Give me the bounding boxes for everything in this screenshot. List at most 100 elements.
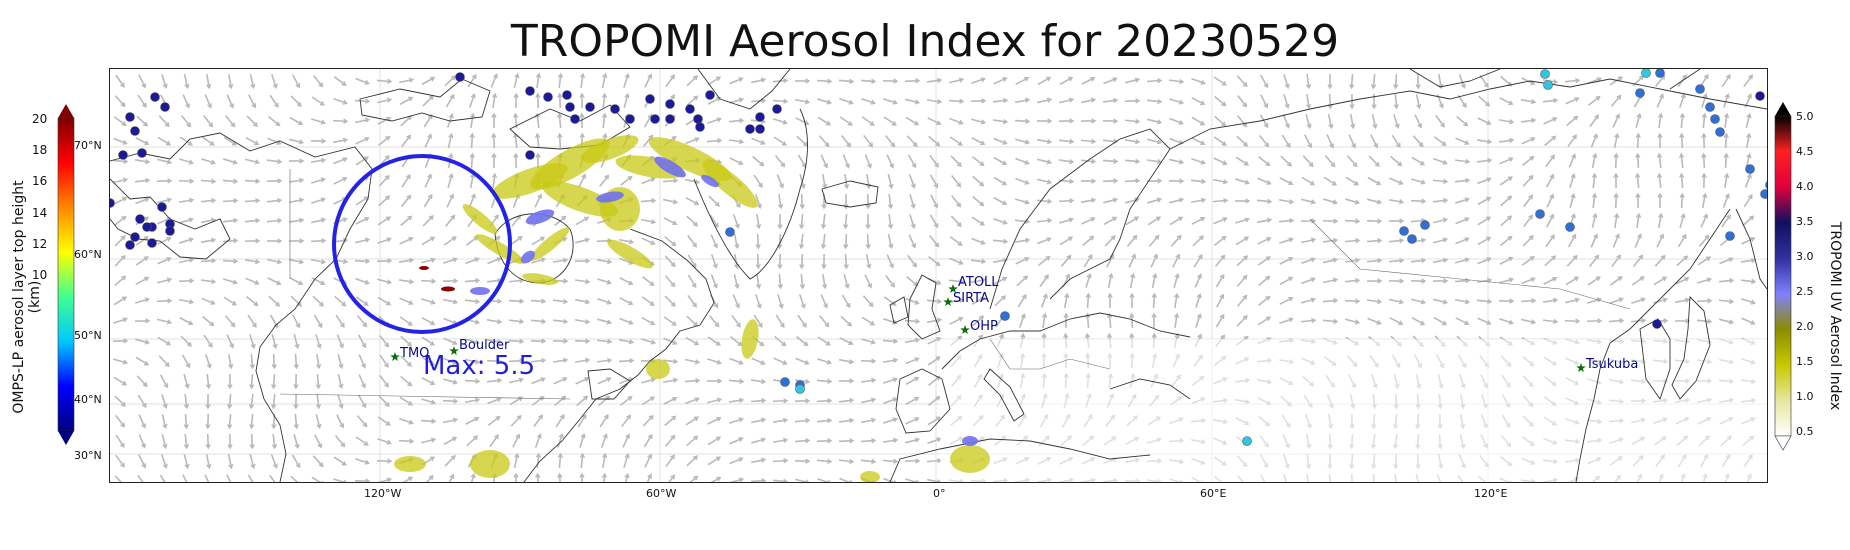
wind-arrow xyxy=(489,434,499,448)
wind-arrow xyxy=(1063,292,1070,309)
aerosol-plume-region xyxy=(581,135,639,163)
wind-arrow xyxy=(487,397,502,405)
wind-arrow xyxy=(290,295,302,307)
wind-arrow xyxy=(1018,313,1026,328)
wind-arrow xyxy=(422,214,434,227)
wind-arrow xyxy=(1278,217,1295,224)
wind-arrow xyxy=(731,314,741,328)
wind-arrow xyxy=(1718,298,1735,305)
wind-arrow xyxy=(1542,318,1559,325)
wind-arrow xyxy=(401,173,411,188)
aerosol-plume-core xyxy=(596,191,624,203)
wind-arrow xyxy=(685,196,700,206)
wind-arrow xyxy=(358,374,367,389)
wind-arrow xyxy=(336,334,344,349)
wind-arrow xyxy=(685,336,700,346)
wind-arrow xyxy=(684,378,701,384)
wind-arrow xyxy=(1653,297,1669,304)
lon-label-60e: 60°E xyxy=(1200,487,1227,500)
wind-arrow xyxy=(223,158,238,165)
wind-arrow xyxy=(1344,298,1361,304)
wind-arrow xyxy=(971,156,985,167)
wind-arrow xyxy=(1015,177,1030,185)
wind-arrow xyxy=(618,338,635,345)
wind-arrow xyxy=(156,178,173,184)
wind-arrow xyxy=(1036,178,1053,185)
colorbar-bottom-arrow xyxy=(58,431,74,445)
wind-arrow xyxy=(1370,73,1377,90)
wind-arrow xyxy=(817,116,832,126)
wind-arrow xyxy=(1146,178,1163,184)
wind-arrow xyxy=(222,178,239,184)
wind-arrow xyxy=(1236,255,1249,267)
wind-arrow xyxy=(398,438,415,444)
wind-arrow xyxy=(1060,254,1072,267)
aerosol-plume-region xyxy=(741,319,759,359)
wind-arrow xyxy=(579,433,586,448)
height-colorbar-tick: 12 xyxy=(32,236,48,251)
wind-arrow xyxy=(1235,156,1250,166)
wind-arrow xyxy=(333,478,347,482)
wind-arrow xyxy=(1323,198,1339,205)
omps-point xyxy=(610,104,620,114)
wind-arrow xyxy=(228,73,234,90)
omps-point xyxy=(1407,234,1417,244)
wind-arrow xyxy=(1701,192,1708,209)
wind-arrow xyxy=(1016,275,1029,287)
omps-point xyxy=(772,104,782,114)
omps-point xyxy=(525,86,535,96)
omps-point xyxy=(650,114,660,124)
station-label: SIRTA xyxy=(953,291,989,306)
wind-arrow xyxy=(618,238,635,245)
wind-arrow xyxy=(112,338,129,344)
wind-arrow xyxy=(1322,237,1339,244)
omps-point xyxy=(1652,319,1662,329)
omps-point xyxy=(1765,181,1767,189)
coastline-black-sea xyxy=(1109,378,1191,400)
wind-arrow xyxy=(601,472,608,482)
wind-arrow xyxy=(862,295,874,308)
wind-arrow xyxy=(376,97,393,104)
aerosol-index-colorbar-tick: 1.0 xyxy=(1796,390,1814,403)
wind-arrow xyxy=(751,137,766,145)
wind-arrow xyxy=(816,417,833,424)
wind-arrow xyxy=(354,98,371,104)
wind-arrow xyxy=(376,78,393,84)
wind-arrow xyxy=(972,175,985,187)
wind-arrow xyxy=(993,197,1008,206)
wind-arrow xyxy=(1635,152,1641,169)
wind-arrow xyxy=(183,433,190,450)
wind-arrow xyxy=(668,474,676,482)
wind-arrow xyxy=(949,77,965,84)
wind-arrow xyxy=(113,358,129,365)
wind-arrow xyxy=(926,457,943,464)
omps-point xyxy=(685,104,695,114)
wind-arrow xyxy=(1697,277,1713,284)
wind-arrow xyxy=(135,137,150,146)
wind-arrow xyxy=(469,172,476,189)
wind-arrow xyxy=(904,78,921,84)
wind-arrow xyxy=(663,217,678,226)
wind-arrow xyxy=(490,73,498,88)
wind-arrow xyxy=(1414,114,1423,129)
wind-arrow xyxy=(312,455,324,468)
wind-arrow xyxy=(245,136,260,146)
wind-arrow xyxy=(864,154,872,169)
wind-arrow xyxy=(1433,136,1447,147)
wind-arrow xyxy=(420,278,437,284)
wind-arrow xyxy=(1058,198,1075,204)
wind-arrow xyxy=(1193,253,1203,268)
wind-arrow xyxy=(817,336,832,346)
wind-arrow xyxy=(134,318,151,324)
wind-arrow xyxy=(180,115,192,128)
wind-arrow xyxy=(1590,233,1599,248)
wind-arrow xyxy=(1743,193,1753,208)
station-atoll: ATOLL xyxy=(948,275,999,293)
omps-point xyxy=(118,150,128,160)
wind-arrow xyxy=(1542,297,1559,303)
wind-arrow xyxy=(861,97,876,105)
wind-arrow xyxy=(1500,75,1513,87)
wind-arrow xyxy=(1305,114,1312,130)
wind-arrow xyxy=(1214,254,1226,267)
wind-arrow xyxy=(508,318,525,325)
